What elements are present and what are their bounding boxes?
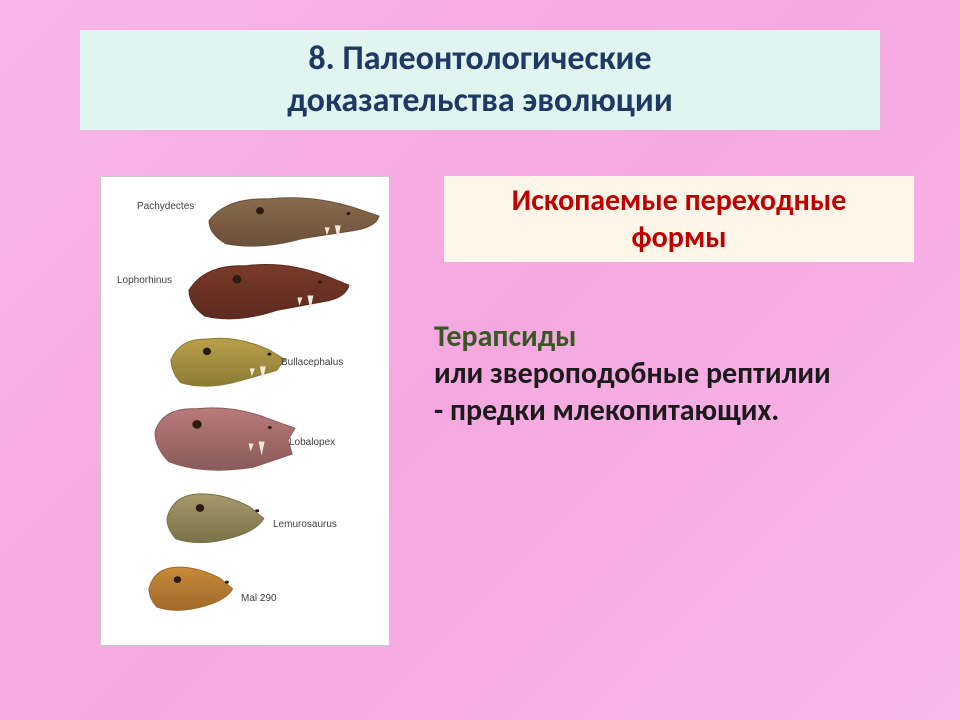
species-label: Lophorhinus [117,275,172,286]
species-illustration: Pachydectes Lophorhinus Bullacephalus Lobal… [109,191,383,641]
subtitle-line-1: Ископаемые переходные [512,182,847,220]
body-line-3: - предки млекопитающих. [434,392,934,429]
species-label: Lemurosaurus [273,519,337,530]
species-label: Bullacephalus [281,357,343,368]
species-label: Mal 290 [241,593,277,604]
subtitle-line-2: формы [512,219,847,257]
body-line-1: Терапсиды [434,318,934,355]
body-text: Терапсиды или звероподобные рептилии - п… [434,318,934,429]
species-image-panel: Pachydectes Lophorhinus Bullacephalus Lobal… [100,176,390,646]
subtitle-box: Ископаемые переходные формы [444,176,914,262]
title-line-2: доказательства эволюции [287,80,673,123]
body-line-2: или звероподобные рептилии [434,355,934,392]
species-label: Lobalopex [289,437,335,448]
species-label: Pachydectes [137,201,194,212]
title-box: 8. Палеонтологические доказательства эво… [80,30,880,130]
title-line-1: 8. Палеонтологические [308,38,651,81]
